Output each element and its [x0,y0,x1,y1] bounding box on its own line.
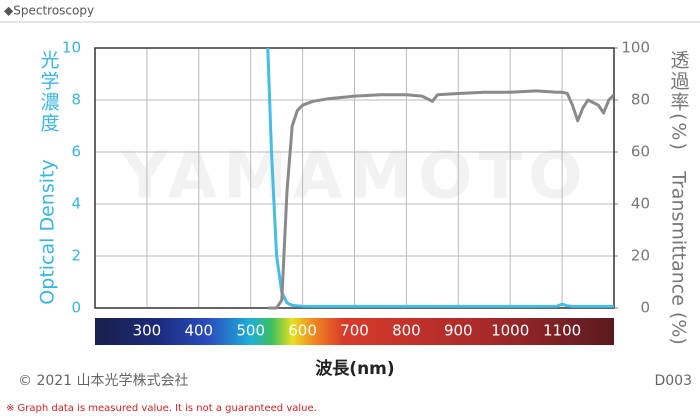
copyright: © 2021 山本光学株式会社 [18,373,189,389]
y2-axis-title-ja: 透過率(%) [668,50,690,152]
y2-axis-title: Transmittance (%) [668,170,690,345]
y2-tick-label: 0 [640,299,650,317]
y2-tick-label: 20 [631,247,650,265]
y-tick-label: 6 [71,143,81,161]
y-tick-label: 8 [71,91,81,109]
x-tick-label: 1100 [543,322,581,340]
y-tick-label: 4 [71,195,81,213]
code: D003 [654,373,692,389]
plot-area [266,48,614,310]
y-tick-label: 2 [71,247,81,265]
x-tick-label: 300 [133,322,162,340]
header: ◆Spectroscopy [4,4,94,18]
x-axis-title: 波長(nm) [315,358,394,379]
x-tick-label: 400 [184,322,213,340]
x-tick-label: 800 [392,322,421,340]
y2-tick-label: 40 [631,195,650,213]
note: ※ Graph data is measured value. It is no… [6,403,317,414]
y-tick-label: 0 [71,299,81,317]
spectrum-bar [95,318,614,345]
y-tick-label: 10 [62,39,81,57]
y2-tick-label: 80 [631,91,650,109]
y2-tick-label: 60 [631,143,650,161]
data-line [267,89,614,310]
x-tick-label: 1000 [491,322,529,340]
y2-tick-label: 100 [621,39,650,57]
y-axis-title-ja: 光学濃度 [38,50,60,134]
x-tick-label: 700 [340,322,369,340]
data-line [266,48,614,308]
plot-frame [94,47,615,309]
x-tick-label: 600 [288,322,317,340]
x-tick-label: 900 [444,322,473,340]
x-tick-label: 500 [236,322,265,340]
y-axis-title: Optical Density [37,159,59,304]
